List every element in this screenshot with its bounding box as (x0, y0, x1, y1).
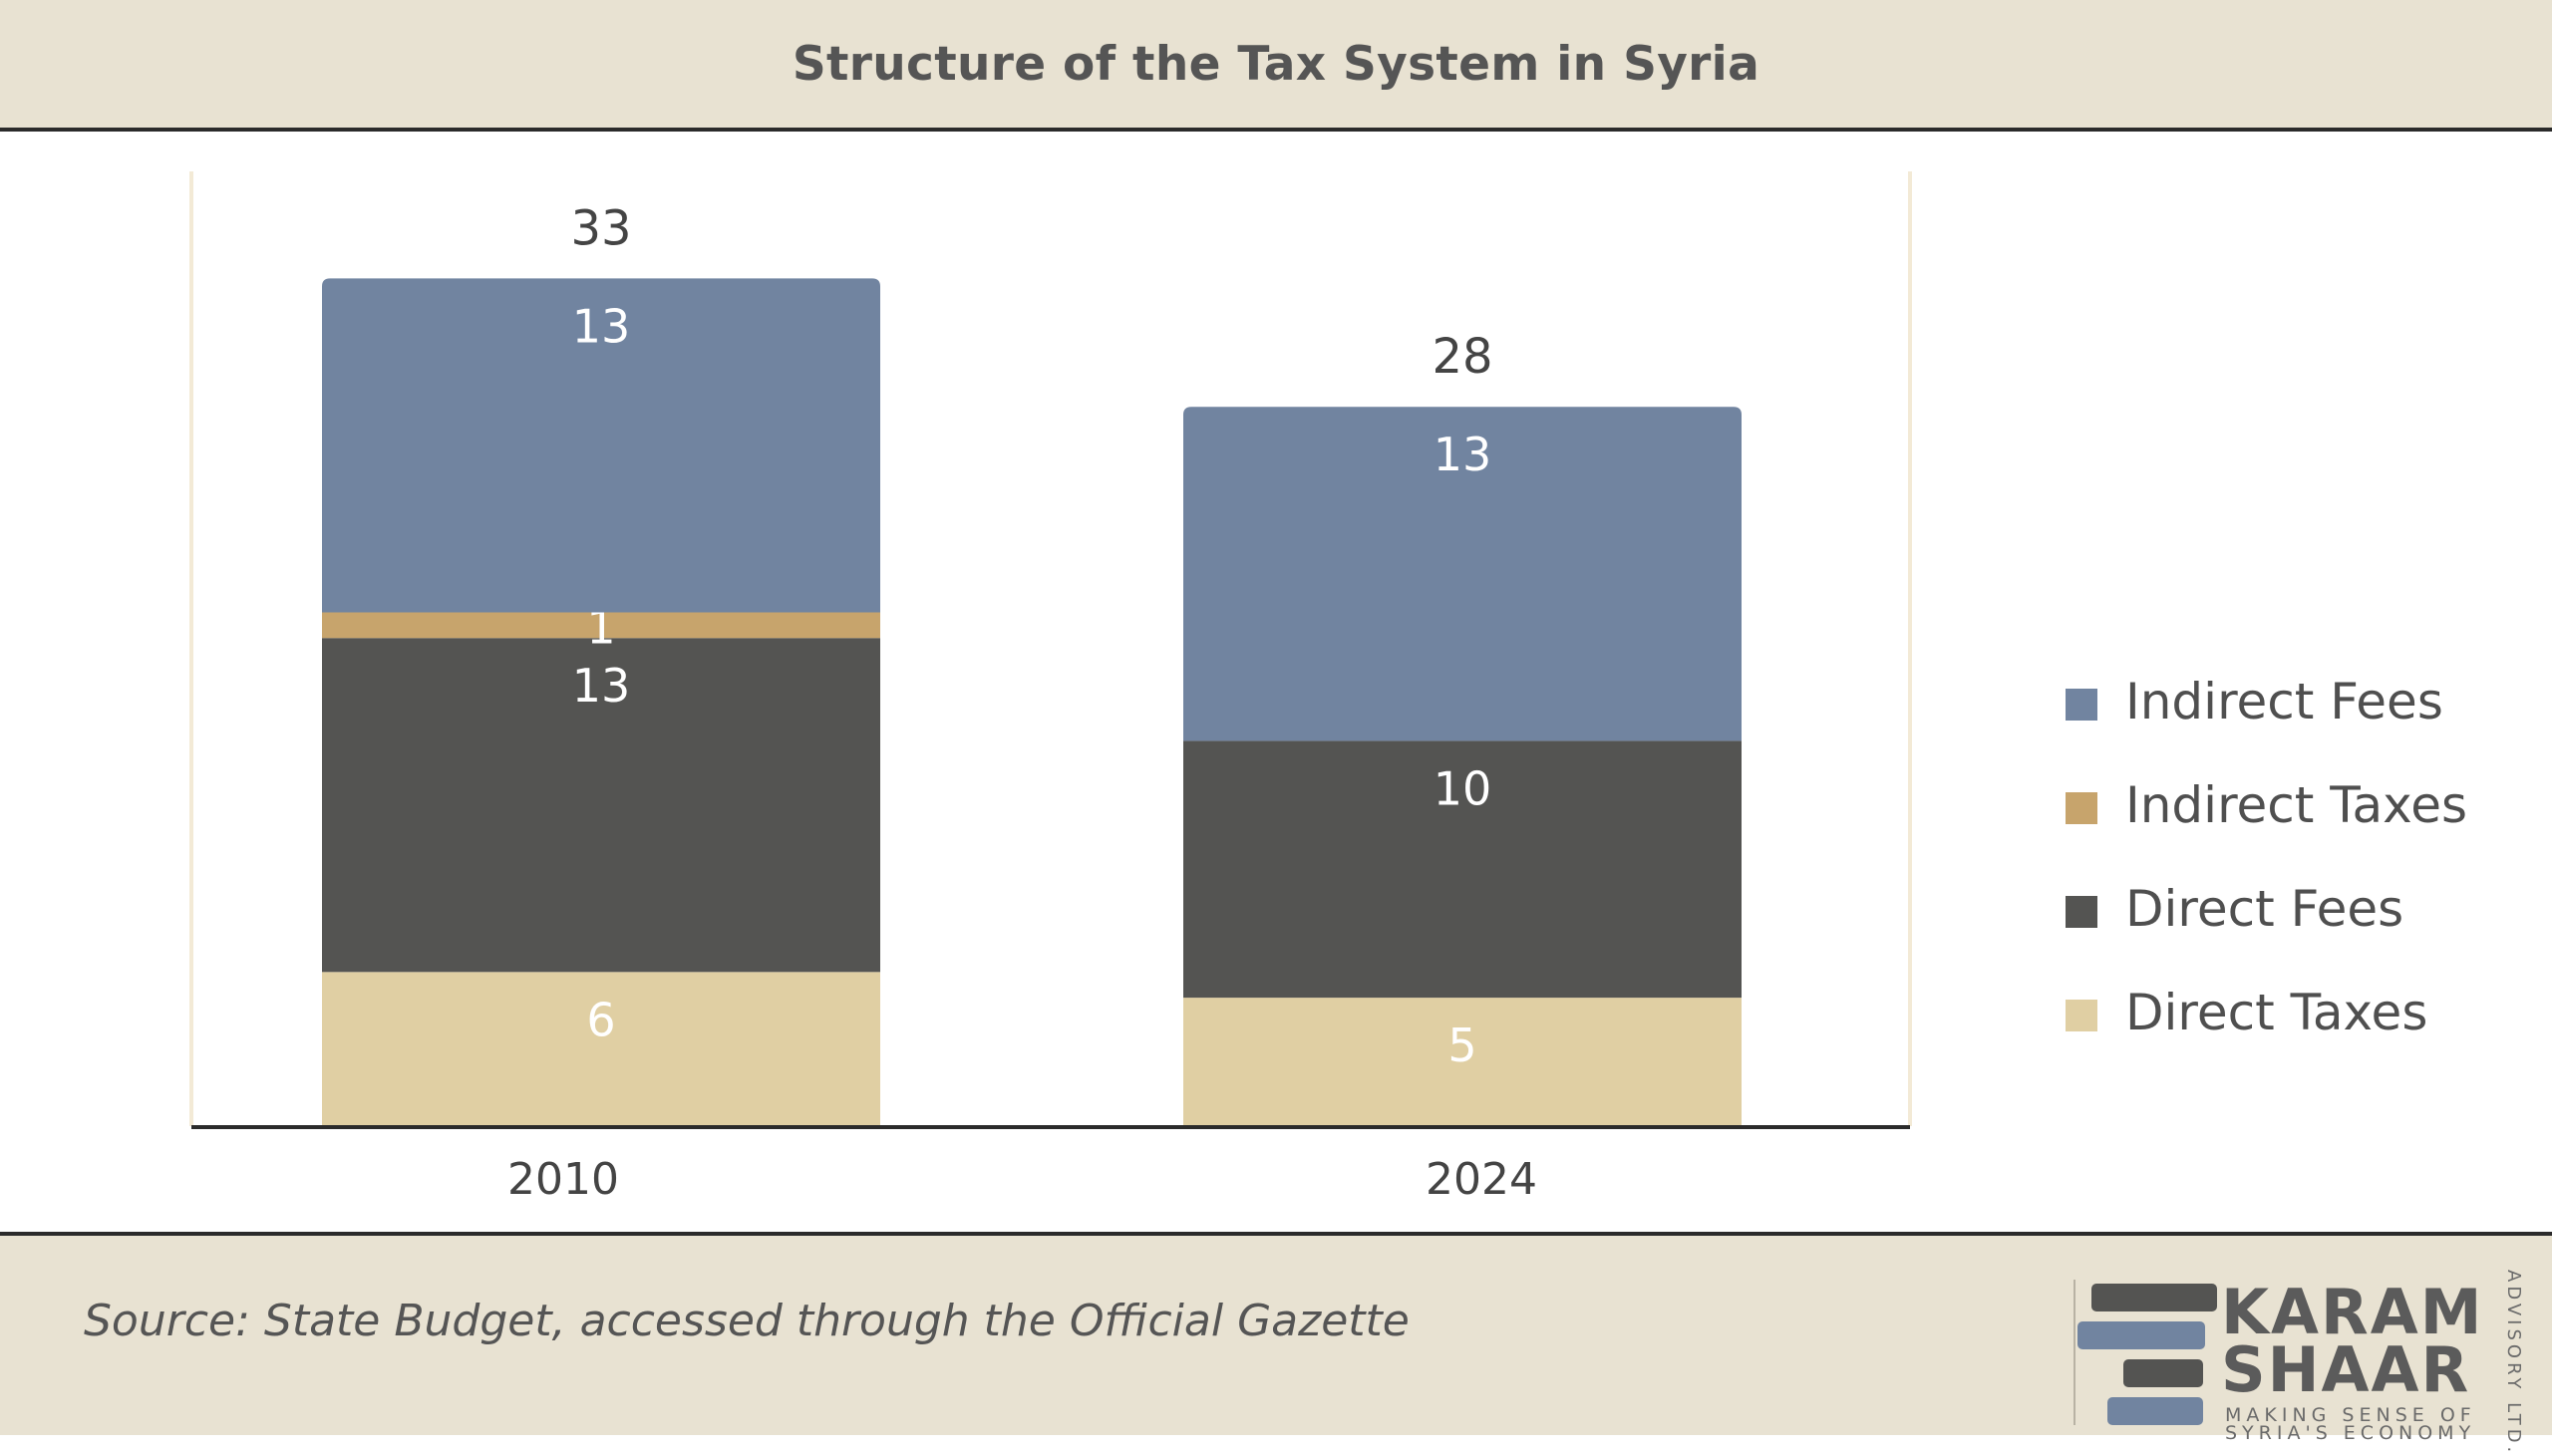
source-note: Source: State Budget, accessed through t… (84, 1296, 1410, 1346)
bar-2024-direct-fees (1183, 740, 1742, 999)
legend-swatch-indirect-fees (2066, 689, 2097, 721)
data-label-2010-direct-taxes: 6 (586, 993, 615, 1046)
bar-2010-indirect-fees (322, 278, 880, 613)
logo-advisory: ADVISORY LTD. (2503, 1270, 2524, 1456)
legend-item-indirect-fees: Indirect Fees (2066, 650, 2467, 753)
legend-swatch-indirect-taxes (2066, 792, 2097, 824)
legend-label-indirect-fees: Indirect Fees (2125, 673, 2443, 730)
legend-item-direct-fees: Direct Fees (2066, 857, 2467, 961)
footer: Source: State Budget, accessed through t… (0, 1232, 2552, 1456)
logo-tagline-2: SYRIA'S ECONOMY (2225, 1422, 2476, 1444)
logo-bar-3 (2123, 1359, 2203, 1387)
legend-swatch-direct-taxes (2066, 1000, 2097, 1031)
chart-legend: Indirect Fees Indirect Taxes Direct Fees Di… (2066, 650, 2467, 1064)
plot-area: 6 13 1 13 33 2010 5 10 13 28 2024 Indirect Fees Ind… (0, 132, 2552, 1232)
data-label-2010-direct-fees: 13 (572, 659, 631, 713)
logo-word-shaar: SHAAR (2221, 1333, 2471, 1406)
data-label-2010-indirect-fees: 13 (572, 299, 631, 353)
x-tick-label-2010: 2010 (507, 1154, 619, 1205)
legend-label-direct-fees: Direct Fees (2125, 880, 2404, 938)
total-label-2010: 33 (570, 200, 631, 256)
bar-2010-direct-taxes (322, 972, 880, 1126)
logo-word-karam: KARAM (2221, 1276, 2484, 1348)
bar-2010-indirect-taxes (322, 612, 880, 639)
total-label-2024: 28 (1432, 329, 1492, 385)
bar-2010-direct-fees (322, 638, 880, 973)
data-label-2024-direct-fees: 10 (1434, 761, 1492, 815)
data-label-2024-direct-taxes: 5 (1447, 1019, 1476, 1072)
logo-bar-2 (2077, 1321, 2205, 1349)
data-label-2024-indirect-fees: 13 (1434, 428, 1492, 481)
legend-item-indirect-taxes: Indirect Taxes (2066, 753, 2467, 857)
karam-shaar-logo: KARAM SHAAR MAKING SENSE OF SYRIA'S ECON… (2074, 1260, 2532, 1456)
logo-bar-4 (2107, 1397, 2203, 1425)
legend-label-indirect-taxes: Indirect Taxes (2125, 776, 2468, 834)
legend-item-direct-taxes: Direct Taxes (2066, 961, 2467, 1064)
logo-bar-1 (2091, 1284, 2217, 1311)
chart-title: Structure of the Tax System in Syria (792, 36, 1760, 92)
chart-header: Structure of the Tax System in Syria (0, 0, 2552, 132)
bar-2024-indirect-fees (1183, 407, 1742, 741)
legend-label-direct-taxes: Direct Taxes (2125, 984, 2428, 1041)
logo-divider (2074, 1280, 2075, 1425)
bar-2024-direct-taxes (1183, 998, 1742, 1126)
x-tick-label-2024: 2024 (1426, 1154, 1537, 1205)
legend-swatch-direct-fees (2066, 896, 2097, 928)
logo-tagline-1: MAKING SENSE OF (2225, 1404, 2476, 1426)
